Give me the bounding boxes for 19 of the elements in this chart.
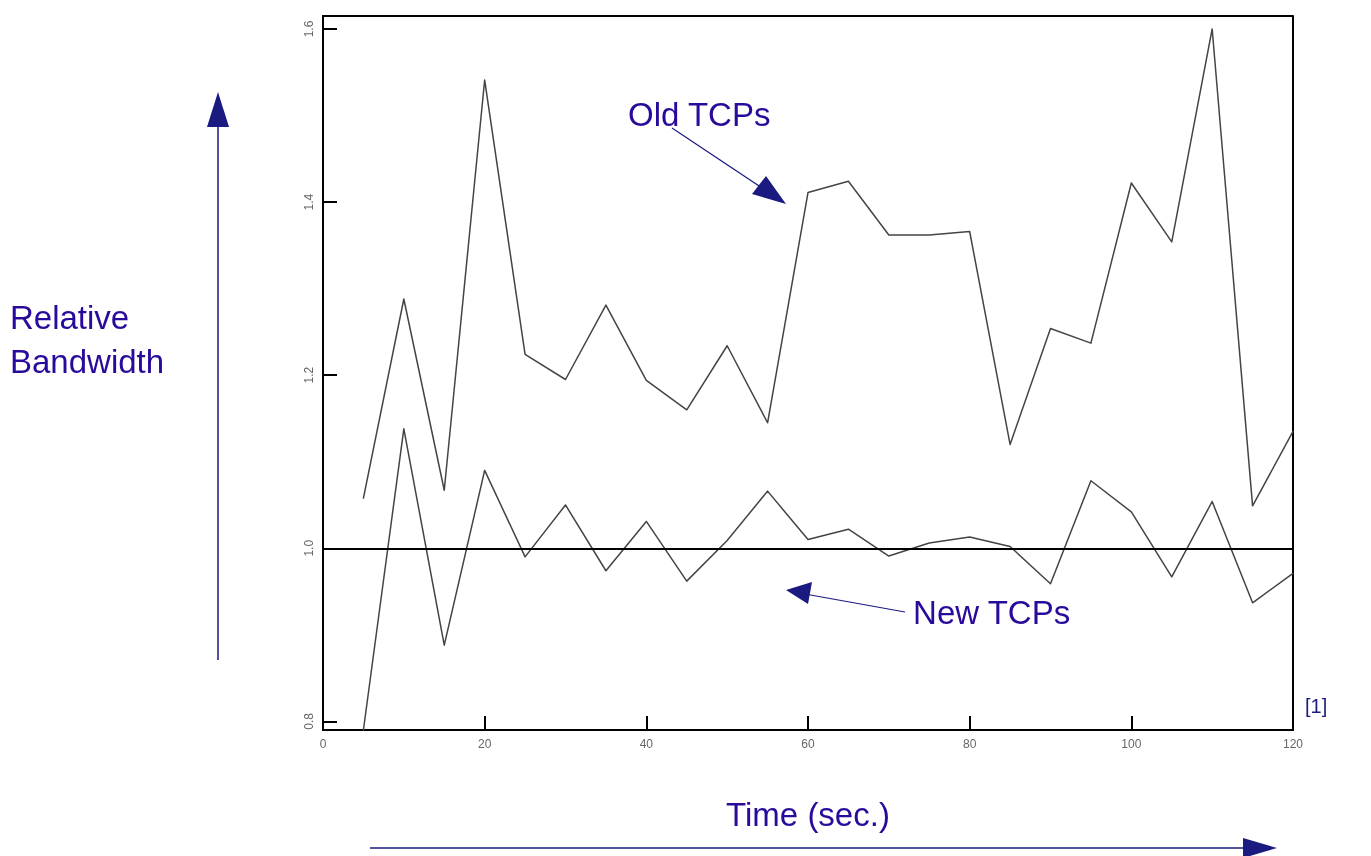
text: Old TCPs: [628, 96, 771, 134]
x-axis-title: Time (sec.): [726, 796, 890, 833]
x-tick-label: 40: [639, 737, 654, 751]
x-tick-label: 120: [1282, 737, 1304, 751]
y-tick-label: 1.6: [302, 20, 316, 38]
series-label: New TCPs: [913, 593, 1071, 631]
x-tick-label: 0: [319, 737, 327, 751]
x-tick-label: 80: [962, 737, 977, 751]
line-series: [362, 28, 1294, 507]
x-tick-label: 60: [801, 737, 815, 751]
line-series: [362, 428, 1294, 731]
y-axis-title: Relative Bandwidth: [10, 298, 166, 382]
y-tick-label: 0.8: [302, 712, 316, 730]
text: [1]: [1305, 695, 1328, 718]
x-tick-label: 20: [477, 737, 492, 751]
x-tick-label: 100: [1121, 737, 1142, 751]
y-tick-label: 1.0: [302, 539, 316, 557]
y-tick-label: 1.2: [302, 366, 316, 384]
y-tick-label: 1.4: [302, 193, 316, 211]
